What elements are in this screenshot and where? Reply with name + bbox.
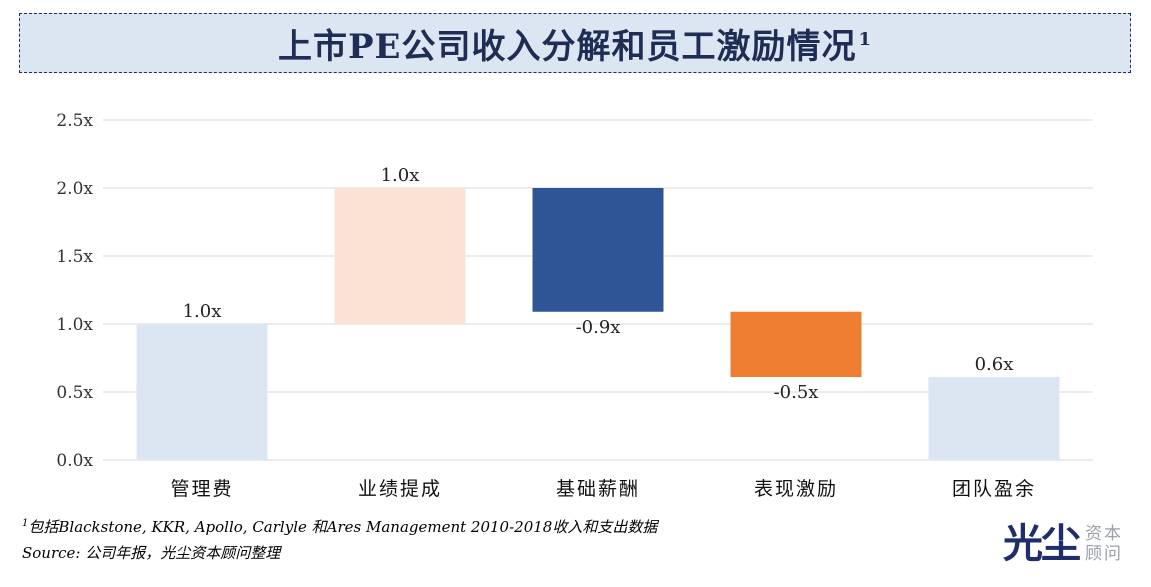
y-tick-label: 0.0x (56, 451, 93, 471)
brand-logo: 光尘 资本 顾问 (1003, 520, 1123, 568)
footnote-marker: 1 (22, 518, 29, 529)
bar (136, 324, 268, 460)
y-tick-label: 2.5x (56, 111, 93, 131)
x-tick-label: 基础薪酬 (556, 478, 640, 500)
y-tick-label: 1.0x (56, 315, 93, 335)
data-label: 1.0x (183, 301, 222, 322)
x-tick-label: 表现激励 (754, 478, 838, 500)
bar (532, 188, 664, 312)
data-label: 1.0x (381, 165, 420, 186)
x-tick-label: 管理费 (170, 478, 233, 500)
title-superscript: 1 (858, 29, 872, 51)
logo-sub-text: 资本 顾问 (1085, 524, 1123, 564)
x-tick-label: 业绩提成 (358, 478, 442, 500)
footnote-source: Source: 公司年报，光尘资本顾问整理 (22, 544, 281, 562)
data-label: 0.6x (975, 354, 1014, 375)
chart-title: 上市PE公司收入分解和员工激励情况 1 (277, 26, 872, 67)
bar (334, 188, 466, 324)
data-label: -0.5x (774, 382, 819, 403)
bar (730, 311, 862, 378)
y-tick-label: 1.5x (56, 247, 93, 267)
y-tick-label: 2.0x (56, 179, 93, 199)
footnote-data-note: 1包括Blackstone, KKR, Apollo, Carlyle 和Are… (22, 518, 658, 536)
bar (928, 377, 1060, 460)
logo-main-text: 光尘 (1003, 521, 1081, 567)
title-banner: 上市PE公司收入分解和员工激励情况 1 (19, 13, 1131, 73)
y-tick-label: 0.5x (56, 383, 93, 403)
x-tick-label: 团队盈余 (952, 478, 1036, 500)
data-label: -0.9x (576, 317, 621, 338)
